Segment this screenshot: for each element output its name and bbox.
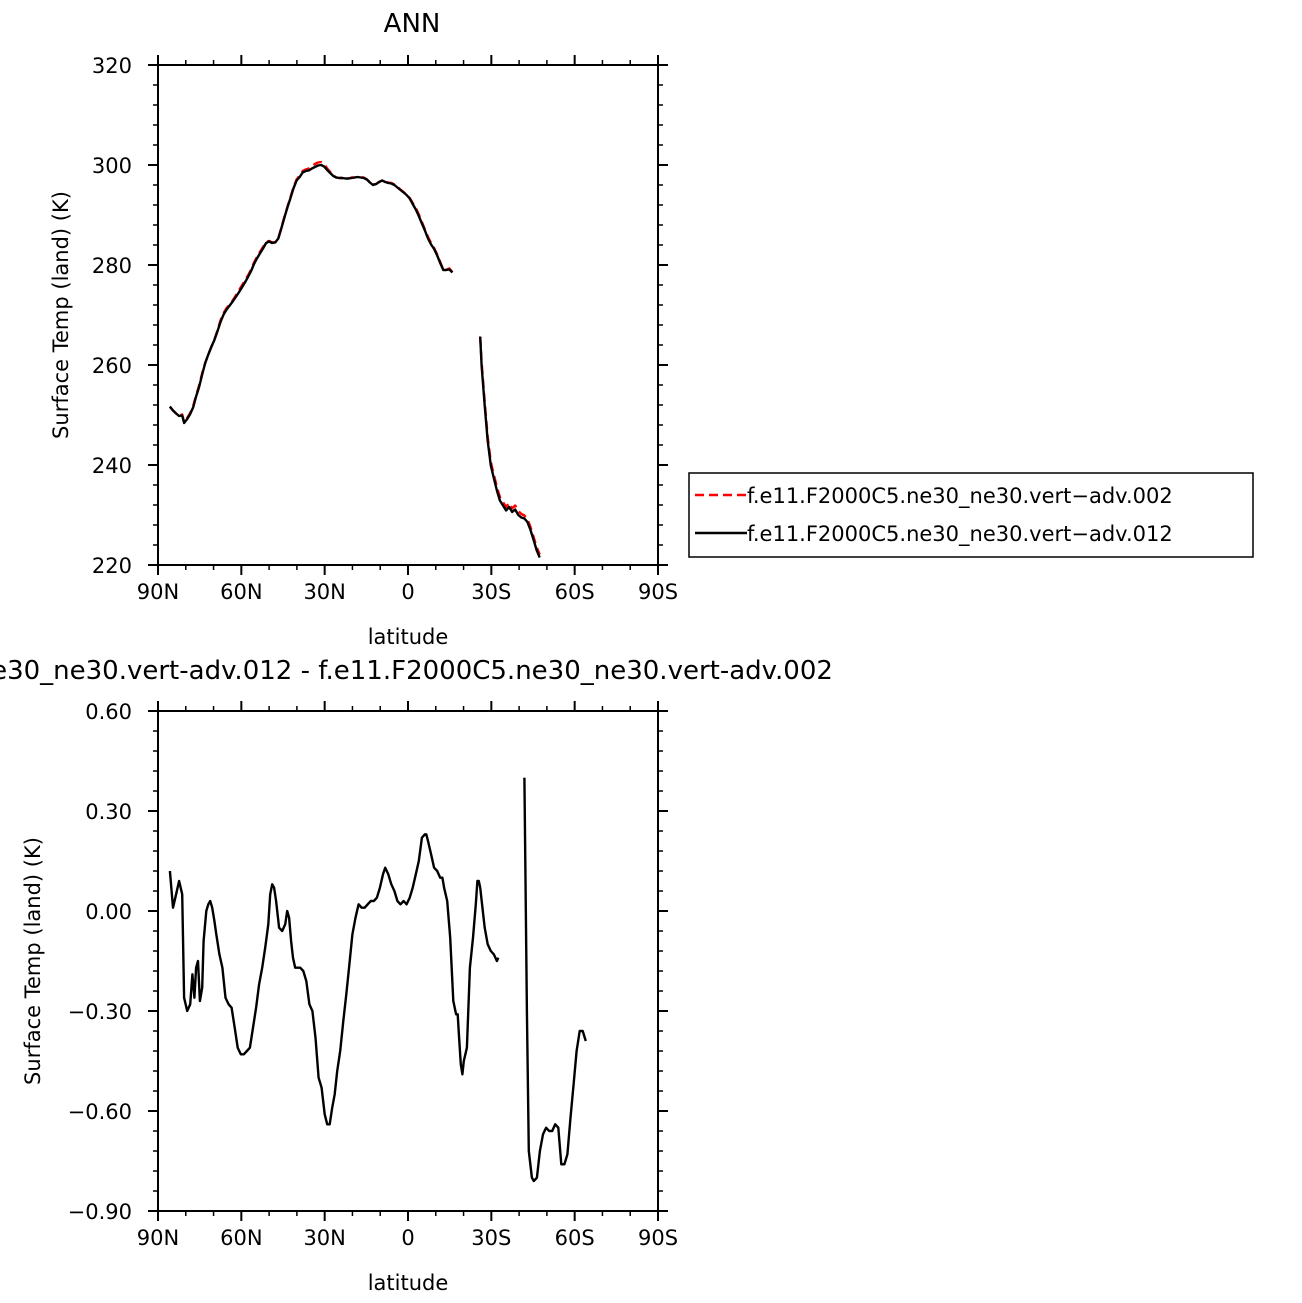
y-tick-label: −0.90 (68, 1200, 132, 1224)
x-tick-label: 60N (220, 580, 262, 604)
chart-title: ANN (384, 9, 441, 39)
legend-label: f.e11.F2000C5.ne30_ne30.vert−adv.012 (747, 522, 1173, 547)
y-tick-label: −0.60 (68, 1100, 132, 1124)
y-tick-label: 0.60 (85, 700, 132, 724)
x-tick-label: 30N (303, 580, 345, 604)
top-chart: ANN 90N 60N 30N 0 30S 60S 90S 220 240 260 280 300 320… (49, 9, 678, 649)
series-line-0 (523, 777, 587, 1183)
legend-box (688, 472, 1254, 558)
y-axis-title: Surface Temp (land) (K) (49, 191, 73, 439)
x-tick-label: 60N (220, 1226, 262, 1250)
y-tick-label: 320 (92, 54, 132, 78)
difference-chart: e30_ne30.vert-adv.012 - f.e11.F2000C5.ne… (0, 656, 833, 1295)
legend-label: f.e11.F2000C5.ne30_ne30.vert−adv.002 (747, 484, 1173, 509)
x-axis-title: latitude (368, 625, 449, 649)
y-tick-label: 300 (92, 154, 132, 178)
plot-frame (157, 710, 659, 1212)
x-tick-label: 60S (555, 580, 595, 604)
x-tick-label: 30S (471, 1226, 511, 1250)
series-line-1 (479, 336, 541, 558)
x-tick-label: 0 (401, 1226, 414, 1250)
plot-frame (157, 64, 659, 566)
y-tick-label: −0.30 (68, 1000, 132, 1024)
chart-title: e30_ne30.vert-adv.012 - f.e11.F2000C5.ne… (0, 656, 833, 686)
y-axis-title: Surface Temp (land) (K) (21, 837, 45, 1085)
legend: f.e11.F2000C5.ne30_ne30.vert−adv.002 f.e1… (688, 472, 1254, 558)
y-tick-label: 0.00 (85, 900, 132, 924)
y-tick-label: 280 (92, 254, 132, 278)
x-tick-label: 60S (555, 1226, 595, 1250)
y-tick-label: 0.30 (85, 800, 132, 824)
x-tick-label: 90N (137, 1226, 179, 1250)
x-tick-label: 30N (303, 1226, 345, 1250)
x-tick-label: 90S (638, 1226, 678, 1250)
series-line-0 (168, 833, 500, 1126)
x-axis-title: latitude (368, 1271, 449, 1295)
y-tick-label: 220 (92, 554, 132, 578)
x-tick-label: 90S (638, 580, 678, 604)
x-tick-label: 30S (471, 580, 511, 604)
x-tick-label: 0 (401, 580, 414, 604)
y-tick-label: 240 (92, 454, 132, 478)
series-line-1 (168, 163, 454, 425)
y-tick-label: 260 (92, 354, 132, 378)
x-tick-label: 90N (137, 580, 179, 604)
